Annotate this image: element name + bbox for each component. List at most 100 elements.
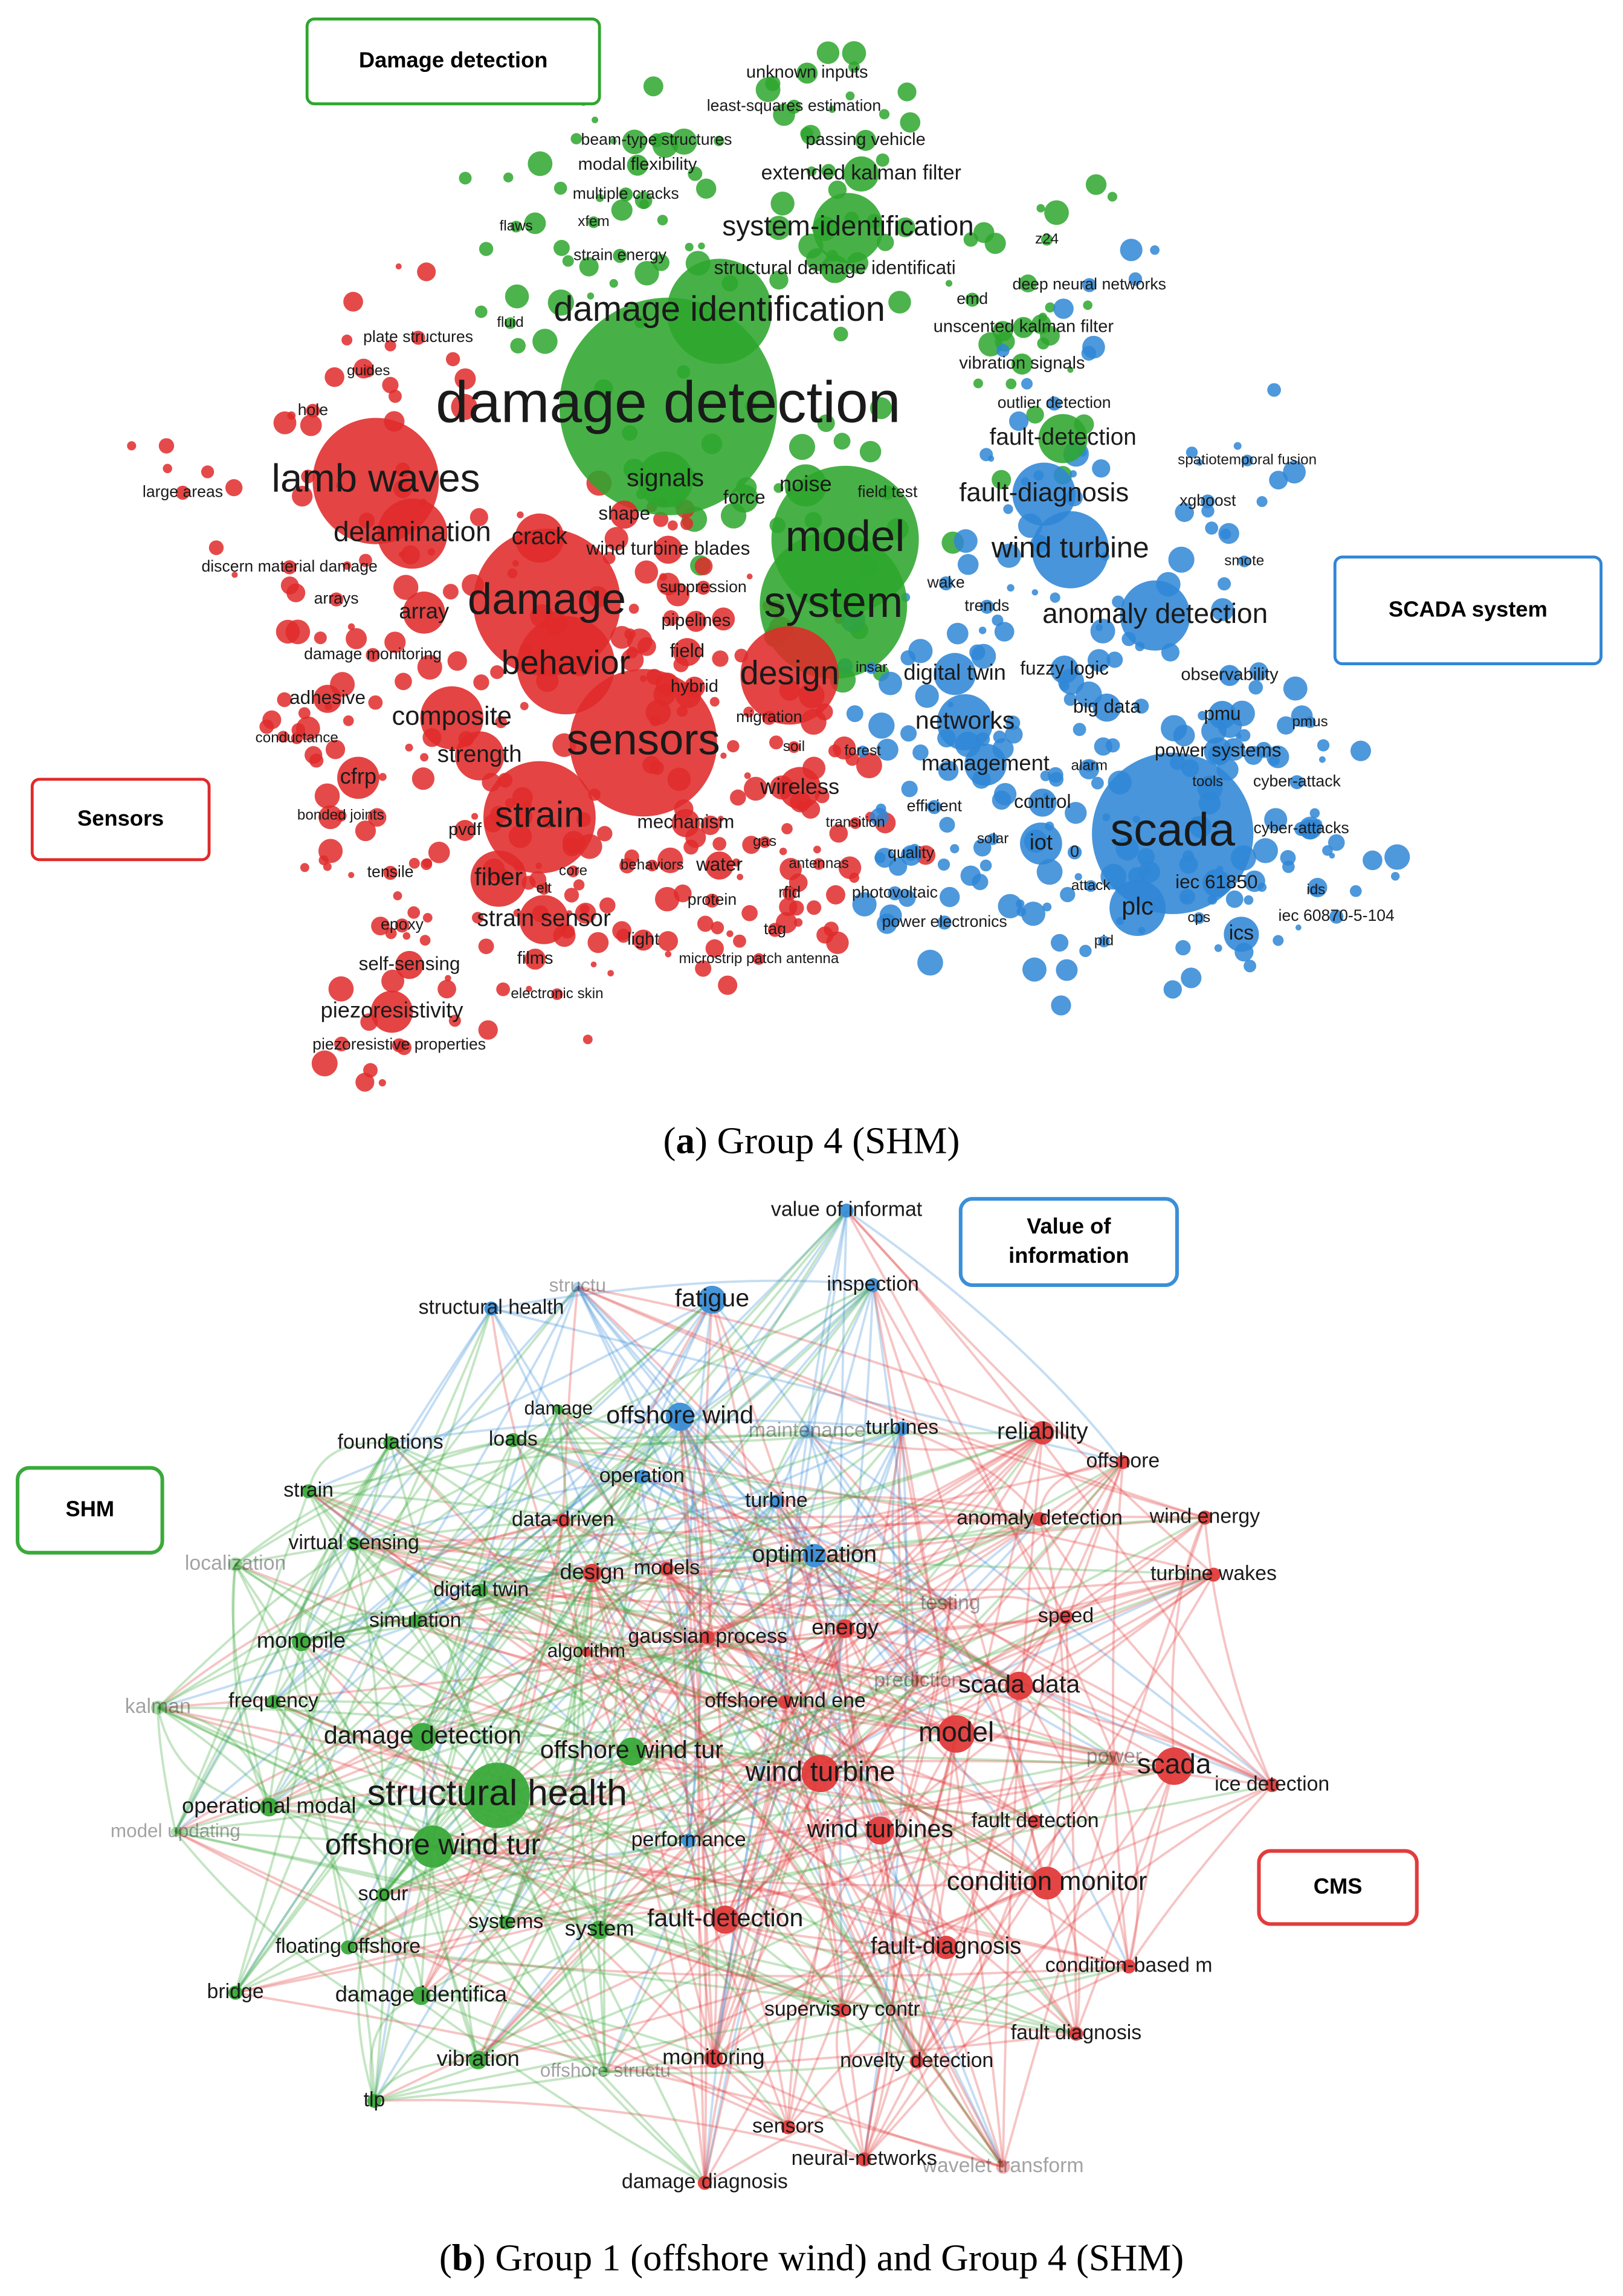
node-label: delamination xyxy=(334,515,491,547)
node-label: photovoltaic xyxy=(852,883,938,901)
edge xyxy=(513,1431,1043,1442)
bubble xyxy=(1329,909,1344,924)
edge xyxy=(558,1408,1115,1759)
bubble xyxy=(643,76,663,97)
bubble xyxy=(742,836,761,854)
edge xyxy=(505,1765,1175,1924)
bubble xyxy=(378,773,387,781)
bubble xyxy=(730,484,758,513)
node xyxy=(346,1537,361,1551)
bubble xyxy=(1219,665,1241,686)
edge xyxy=(300,1641,480,2060)
node-label: noise xyxy=(779,471,832,496)
node xyxy=(1059,1610,1073,1624)
bubble xyxy=(573,879,585,891)
cluster-box-line: information xyxy=(1008,1242,1129,1267)
edge xyxy=(272,1442,392,1703)
bubble xyxy=(1181,967,1202,988)
edge xyxy=(420,1636,709,1997)
bubble xyxy=(1112,595,1124,608)
bubble xyxy=(378,1079,386,1087)
bubble xyxy=(1264,808,1288,831)
edge xyxy=(576,1285,920,1682)
edge xyxy=(591,1572,1004,2168)
edge xyxy=(844,1518,1041,1630)
edge xyxy=(956,1732,1175,1767)
node-label: sensors xyxy=(752,2115,824,2138)
edge xyxy=(787,1830,882,2127)
edge xyxy=(495,1475,643,1796)
node-label: efficient xyxy=(907,797,963,815)
cluster-box xyxy=(30,778,211,862)
bubble xyxy=(1007,584,1015,592)
bubble xyxy=(1105,738,1120,753)
node-label: antennas xyxy=(789,855,849,871)
edge xyxy=(432,1839,689,1860)
edge xyxy=(806,1430,951,1605)
edge xyxy=(357,1894,384,2101)
bubble xyxy=(870,808,889,827)
edge xyxy=(496,1427,903,1796)
node-label: guides xyxy=(347,363,390,379)
bubble xyxy=(448,1014,461,1027)
bubble xyxy=(800,127,813,140)
bubble xyxy=(314,631,327,645)
bubble xyxy=(903,846,918,861)
node-label: bonded joints xyxy=(297,807,384,824)
edge xyxy=(269,1759,1175,1808)
bubble xyxy=(517,511,524,518)
bubble xyxy=(688,166,703,181)
bubble xyxy=(683,676,705,698)
node-label: offshore wind ene xyxy=(705,1689,866,1712)
bubble xyxy=(1036,859,1063,885)
bubble xyxy=(789,434,816,460)
node-label: signals xyxy=(627,464,704,492)
edge xyxy=(688,1518,1041,1842)
node-label: energy xyxy=(812,1614,879,1639)
bubble xyxy=(732,858,741,867)
node-label: condition-based m xyxy=(1045,1954,1213,1977)
edge xyxy=(841,1733,958,2011)
node-label: passing vehicle xyxy=(805,130,925,149)
node-label: wind energy xyxy=(1149,1505,1260,1528)
edge xyxy=(955,1573,1215,1735)
edge xyxy=(353,1475,642,1546)
bubble xyxy=(912,744,929,761)
bubble xyxy=(821,255,849,283)
edge xyxy=(414,1620,706,2184)
edge xyxy=(491,1286,579,1315)
edge xyxy=(415,1620,821,1775)
bubble xyxy=(789,900,804,916)
bubble xyxy=(1198,711,1207,721)
bubble xyxy=(478,1020,498,1040)
node-label: optimization xyxy=(752,1541,877,1567)
bubble xyxy=(1042,902,1052,912)
bubble xyxy=(1168,546,1195,573)
edge xyxy=(813,1555,1004,2167)
bubble xyxy=(868,712,895,739)
edge xyxy=(477,1882,1048,2062)
edge xyxy=(353,1543,593,1584)
edge xyxy=(902,1427,1041,1520)
node-label: least-squares estimation xyxy=(707,97,881,115)
edge xyxy=(234,1210,848,1994)
edge xyxy=(631,1750,821,1775)
edge xyxy=(390,1442,815,1557)
bubble xyxy=(513,909,521,917)
bubble xyxy=(607,970,614,977)
edge xyxy=(807,1430,1044,1451)
bubble xyxy=(524,948,546,970)
node-label: wind turbine xyxy=(991,532,1149,564)
bubble xyxy=(393,891,402,901)
edge xyxy=(157,1706,843,2011)
bubble xyxy=(532,329,558,354)
edge xyxy=(697,1300,714,2183)
bubble xyxy=(158,438,175,454)
node xyxy=(556,1513,570,1528)
bubble xyxy=(510,338,526,354)
edge xyxy=(231,1564,271,1808)
node xyxy=(781,2120,795,2135)
bubble xyxy=(1053,298,1074,319)
node xyxy=(937,1715,975,1753)
edge xyxy=(879,1573,1215,1832)
